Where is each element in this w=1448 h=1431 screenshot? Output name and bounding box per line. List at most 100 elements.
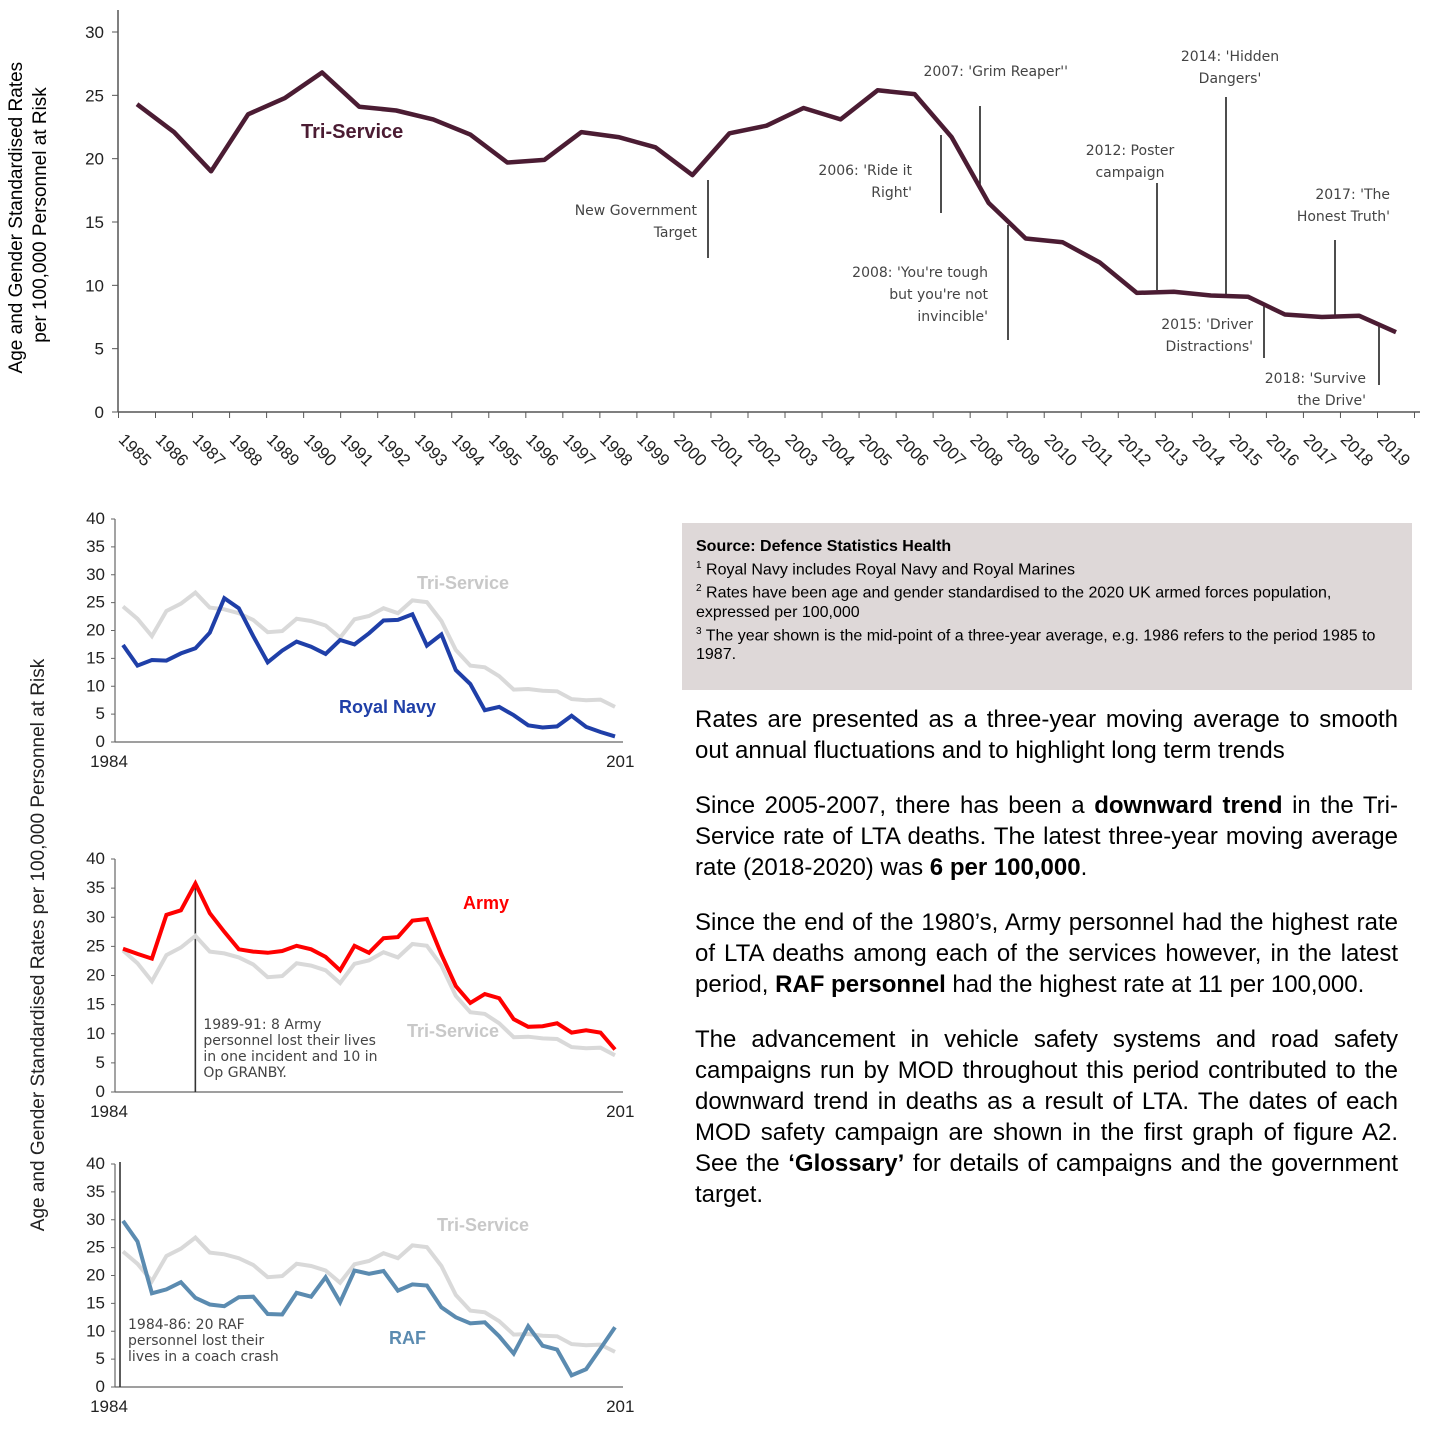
sub-x-tick-label-start: 1984 bbox=[90, 1397, 128, 1416]
source-note-2: 2 Rates have been age and gender standar… bbox=[696, 579, 1398, 621]
campaign-annotation-text: but you're not bbox=[889, 287, 988, 303]
sub-y-tick-label: 10 bbox=[86, 1321, 105, 1340]
royal-navy-tri-service-label: Tri-Service bbox=[417, 573, 509, 593]
commentary-paragraph-1: Rates are presented as a three-year movi… bbox=[695, 706, 1398, 764]
source-note-2-text: Rates have been age and gender standardi… bbox=[696, 584, 1332, 621]
raf-tri-service-label: Tri-Service bbox=[437, 1215, 529, 1235]
event-annotation-text: personnel lost their lives bbox=[203, 1033, 376, 1049]
campaign-annotation-text: Target bbox=[653, 225, 698, 241]
sub-y-tick-label: 0 bbox=[96, 1377, 105, 1396]
main-x-tick-label: 2016 bbox=[1263, 430, 1303, 470]
sub-x-tick-label-start: 1984 bbox=[90, 1102, 128, 1121]
main-y-axis-label-line2: per 100,000 Personnel at Risk bbox=[30, 87, 51, 343]
event-annotation-text: 1989-91: 8 Army bbox=[203, 1017, 321, 1033]
sub-x-tick-label-start: 1984 bbox=[90, 752, 128, 771]
p4-text-a: The advancement in vehicle safety system… bbox=[695, 1026, 1398, 1177]
main-x-tick-label: 2002 bbox=[744, 430, 784, 470]
army-label: Army bbox=[463, 893, 509, 913]
lower-y-axis-label: Age and Gender Standardised Rates per 10… bbox=[28, 658, 49, 1231]
army-axes: 0 5 10 15 20 25 30 35 40 1984 2019 bbox=[86, 849, 635, 1121]
p2-bold-trend: downward trend bbox=[1094, 792, 1283, 819]
main-y-tick-label: 25 bbox=[85, 86, 104, 105]
main-x-tick-label: 2011 bbox=[1078, 430, 1117, 469]
main-x-tick-label: 2007 bbox=[929, 430, 969, 470]
campaign-annotation-text: Distractions' bbox=[1166, 339, 1253, 355]
main-y-tick-label: 10 bbox=[85, 276, 104, 295]
royal-navy-axes: 0 5 10 15 20 25 30 35 40 1984 2019 bbox=[86, 509, 635, 771]
p3-text-a: Since the end of the 1980’s, Army person… bbox=[695, 909, 1398, 998]
main-y-tick-label: 5 bbox=[95, 340, 104, 359]
raf-axes: 0 5 10 15 20 25 30 35 40 1984 2019 bbox=[86, 1154, 635, 1416]
event-annotation-text: lives in a coach crash bbox=[128, 1349, 279, 1365]
main-x-tick-label: 2012 bbox=[1115, 430, 1155, 470]
sub-y-tick-label: 15 bbox=[86, 648, 105, 667]
main-x-tick-label: 2018 bbox=[1337, 430, 1377, 470]
p3-text-c: had the highest rate at 11 per 100,000. bbox=[945, 971, 1365, 998]
sub-x-tick-label-end: 2019 bbox=[606, 1397, 635, 1416]
sub-y-tick-label: 40 bbox=[86, 849, 105, 868]
main-x-tick-label: 1996 bbox=[522, 430, 562, 470]
sub-y-tick-label: 30 bbox=[86, 565, 105, 584]
campaign-annotation-text: 2012: Poster bbox=[1086, 143, 1175, 159]
campaign-annotation-text: 2006: 'Ride it bbox=[818, 163, 912, 179]
source-note-3: 3 The year shown is the mid-point of a t… bbox=[696, 622, 1398, 664]
sub-x-tick-label-end: 2019 bbox=[606, 1102, 635, 1121]
army-tri-service-label: Tri-Service bbox=[407, 1021, 499, 1041]
campaign-annotation-text: campaign bbox=[1095, 165, 1164, 181]
sub-y-tick-label: 20 bbox=[86, 1266, 105, 1285]
sub-y-tick-label: 20 bbox=[86, 621, 105, 640]
tri-service-main-chart: Age and Gender Standardised Rates per 10… bbox=[6, 10, 1420, 470]
campaign-annotation-text: 2018: 'Survive bbox=[1265, 371, 1366, 387]
main-y-tick-label: 15 bbox=[85, 213, 104, 232]
sub-y-tick-label: 20 bbox=[86, 966, 105, 985]
sub-y-tick-label: 10 bbox=[86, 676, 105, 695]
main-x-tick-label: 2000 bbox=[670, 430, 710, 470]
tri-service-line bbox=[135, 70, 1397, 335]
main-x-tick-label: 2014 bbox=[1189, 430, 1229, 470]
campaign-annotation-text: invincible' bbox=[917, 309, 988, 325]
main-x-tick-label: 2001 bbox=[707, 430, 747, 470]
p2-text-e: . bbox=[1080, 854, 1088, 881]
main-x-tick-label: 2006 bbox=[892, 430, 932, 470]
lower-y-axis-label-svg: Age and Gender Standardised Rates per 10… bbox=[28, 658, 49, 1231]
sub-y-tick-label: 35 bbox=[86, 878, 105, 897]
event-annotation-text: Op GRANBY. bbox=[203, 1065, 286, 1081]
main-x-tick-label: 1992 bbox=[374, 430, 414, 470]
raf-line bbox=[121, 1219, 617, 1378]
royal-navy-line bbox=[121, 595, 616, 739]
source-note-1: 1 Royal Navy includes Royal Navy and Roy… bbox=[696, 556, 1398, 579]
main-annotations: New Government Target 2006: 'Ride it Right'… bbox=[575, 49, 1390, 409]
main-y-axis-label: Age and Gender Standardised Rates per 10… bbox=[6, 57, 51, 374]
main-x-tick-label: 2009 bbox=[1004, 430, 1044, 470]
main-x-tick-label: 1986 bbox=[152, 430, 192, 470]
sub-y-tick-label: 40 bbox=[86, 509, 105, 528]
campaign-annotation-text: New Government bbox=[575, 203, 698, 219]
sub-y-tick-label: 30 bbox=[86, 907, 105, 926]
footnote-marker-3: 3 bbox=[696, 625, 702, 637]
campaign-annotation-text: 2014: 'Hidden bbox=[1181, 49, 1279, 65]
source-notes-box: Source: Defence Statistics Health 1 Roya… bbox=[682, 523, 1412, 690]
commentary-paragraph-2: Since 2005-2007, there has been a downwa… bbox=[695, 790, 1398, 883]
campaign-annotation-text: 2008: 'You're tough bbox=[852, 265, 988, 281]
campaign-annotation-text: Honest Truth' bbox=[1297, 209, 1390, 225]
sub-x-tick-label-end: 2019 bbox=[606, 752, 635, 771]
p2-bold-rate: 6 per 100,000 bbox=[929, 854, 1081, 881]
main-x-tick-label: 1993 bbox=[411, 430, 451, 470]
main-x-tick-label: 1985 bbox=[115, 430, 155, 470]
main-y-axis-label-line1: Age and Gender Standardised Rates bbox=[6, 62, 27, 374]
royal-navy-tri-service-line bbox=[121, 589, 616, 709]
sub-y-tick-label: 0 bbox=[96, 732, 105, 751]
army-chart: 0 5 10 15 20 25 30 35 40 1984 2019 1989-91: 8 Army… bbox=[86, 849, 635, 1121]
royal-navy-label: Royal Navy bbox=[339, 697, 436, 717]
source-note-1-text: Royal Navy includes Royal Navy and Royal… bbox=[701, 561, 1076, 579]
main-x-tick-label: 1997 bbox=[559, 430, 599, 470]
sub-y-tick-label: 5 bbox=[96, 1349, 105, 1368]
campaign-annotation-text: 2015: 'Driver bbox=[1161, 317, 1253, 333]
sub-y-tick-label: 40 bbox=[86, 1154, 105, 1173]
footnote-marker-2: 2 bbox=[696, 583, 702, 595]
main-series-label: Tri-Service bbox=[301, 121, 403, 143]
main-x-tick-label: 2003 bbox=[781, 430, 821, 470]
p3-bold-raf: RAF personnel bbox=[775, 971, 946, 998]
